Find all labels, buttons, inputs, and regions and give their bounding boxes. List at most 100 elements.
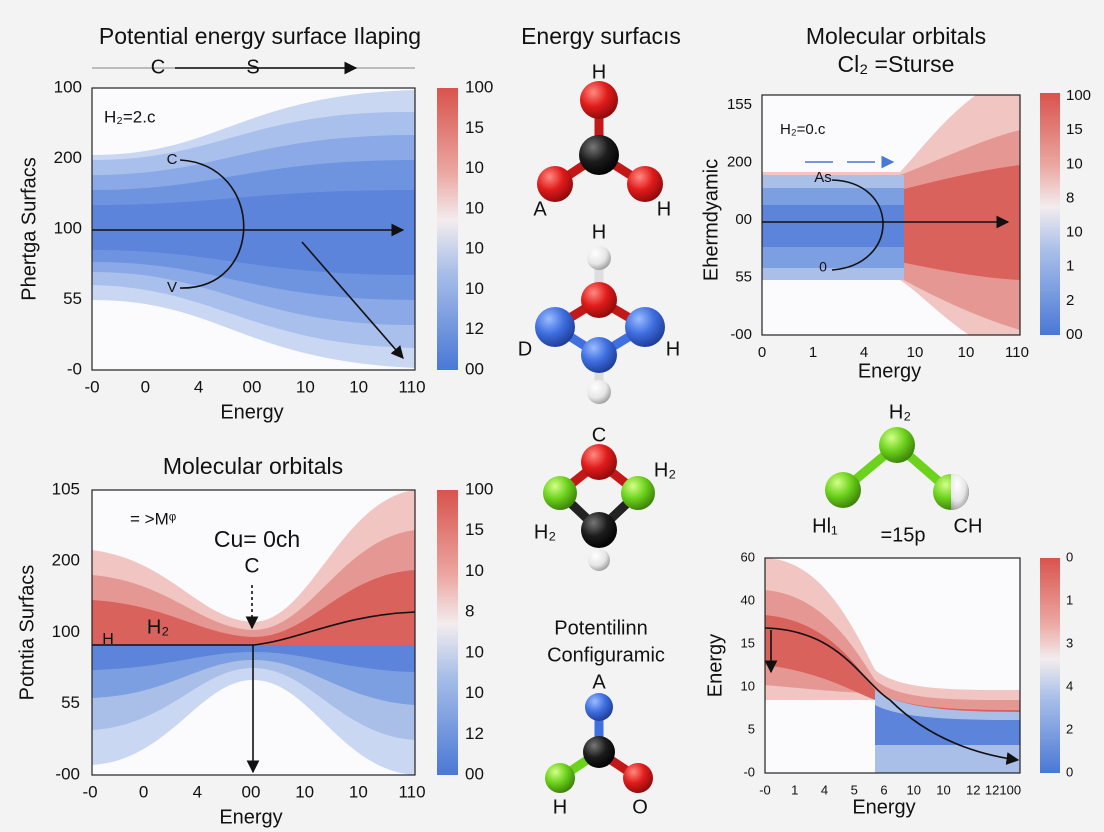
y-tick-label: 200 xyxy=(52,551,80,570)
atom-label: A xyxy=(592,671,606,693)
colorbar-tick-label: 00 xyxy=(465,764,484,783)
colorbar-tick-label: 15 xyxy=(465,118,484,137)
y-tick-label: 5 xyxy=(748,721,755,736)
molecule xyxy=(535,246,665,404)
x-tick-label: 10 xyxy=(349,782,368,801)
colorbar-tick-label: 10 xyxy=(465,561,484,580)
heading: Energy surfacıs xyxy=(521,23,681,49)
atom-label: H xyxy=(553,796,567,818)
panel-subtitle: Cl₂ =Sturse xyxy=(838,51,955,77)
annotation: H₂=0.c xyxy=(780,121,826,138)
x-axis-label: Energy xyxy=(858,360,921,382)
colorbar-tick-label: 10 xyxy=(465,279,484,298)
atom-label: H xyxy=(592,61,606,83)
colorbars xyxy=(437,88,1060,775)
colorbar-tick-label: 1 xyxy=(1066,592,1073,607)
annotation: H₂ xyxy=(147,616,169,638)
x-tick-label: 0 xyxy=(758,344,766,361)
colorbar-tick-label: 10 xyxy=(465,239,484,258)
y-tick-label: 100 xyxy=(52,622,80,641)
colorbar-tick-label: 10 xyxy=(1066,224,1083,241)
x-tick-label: 10 xyxy=(936,782,950,797)
annotation: C xyxy=(167,151,178,168)
surface-bands xyxy=(92,88,415,370)
arrow-label: C xyxy=(151,56,165,78)
colorbar-tick-label: 10 xyxy=(465,683,484,702)
y-tick-label: 40 xyxy=(741,592,755,607)
x-tick-label: -0 xyxy=(759,782,771,797)
atom-label: H xyxy=(592,221,606,243)
atom-label: C xyxy=(592,424,606,446)
caption: Configuramic xyxy=(547,644,665,666)
x-tick-label: 4 xyxy=(194,377,203,396)
atom-label: H xyxy=(666,338,680,360)
x-tick-label: -0 xyxy=(84,377,99,396)
x-tick-label: 4 xyxy=(860,344,868,361)
colorbar-tick-label: 2 xyxy=(1066,292,1074,309)
atom-label: H₂ xyxy=(889,401,911,423)
x-tick-label: 12 xyxy=(966,782,980,797)
atom-label: Hl₁ xyxy=(812,515,838,537)
y-tick-label: 55 xyxy=(61,693,80,712)
annotation: V xyxy=(167,279,177,296)
atom-label: =15p xyxy=(880,524,925,546)
colorbar-tick-label: 100 xyxy=(465,77,493,96)
x-axis-label: Energy xyxy=(219,806,282,828)
surface-bands xyxy=(762,95,1020,335)
colorbar-tick-label: 12 xyxy=(465,724,484,743)
annotation: Cu= 0ch xyxy=(214,526,300,552)
colorbar-tick-label: 0 xyxy=(1066,549,1073,564)
atom-label: H xyxy=(657,198,671,220)
x-tick-label: 4 xyxy=(821,782,828,797)
atom-label: O xyxy=(632,796,648,818)
colorbar-tick-label: 10 xyxy=(465,198,484,217)
annotation-arrows xyxy=(92,61,1020,774)
x-tick-label: 12100 xyxy=(985,782,1021,797)
colorbar-tick-label: 100 xyxy=(465,479,493,498)
colorbar-tick-label: 4 xyxy=(1066,678,1073,693)
x-tick-label: 10 xyxy=(296,377,315,396)
y-tick-label: 105 xyxy=(52,479,80,498)
y-tick-label: 15 xyxy=(741,635,755,650)
caption: Potentilinn xyxy=(554,617,647,639)
arrow-label: S xyxy=(246,56,259,78)
y-axis-label: Ehermdyamic xyxy=(700,159,722,281)
surface-bands xyxy=(92,490,415,775)
molecule xyxy=(543,444,655,571)
atom-label: CH xyxy=(954,515,983,537)
annotation: = >Mᵠ xyxy=(130,509,177,528)
y-axis-label: Potntia Surfacs xyxy=(16,565,38,701)
surface-bands xyxy=(765,558,1020,773)
x-tick-label: 10 xyxy=(295,782,314,801)
annotation: C xyxy=(244,555,259,578)
y-tick-label: -00 xyxy=(55,764,80,783)
panel-title: Molecular orbitals xyxy=(806,23,986,49)
colorbar-tick-label: 1 xyxy=(1066,258,1074,275)
colorbar-tick-label: 15 xyxy=(1066,121,1083,138)
y-tick-label: 55 xyxy=(735,268,752,285)
y-tick-label: -0 xyxy=(743,764,755,779)
x-axis-label: Energy xyxy=(220,401,283,423)
atom-label: H₂ xyxy=(654,459,676,481)
x-tick-label: 10 xyxy=(958,344,975,361)
molecule xyxy=(825,427,969,510)
annotation: 0 xyxy=(819,259,827,275)
x-tick-label: 110 xyxy=(398,782,425,801)
y-tick-label: 200 xyxy=(727,153,752,170)
x-tick-label: 1 xyxy=(791,782,798,797)
panel-title: Potential energy surface Ilaping xyxy=(99,23,421,49)
x-tick-label: -0 xyxy=(82,782,97,801)
colorbar-tick-label: 10 xyxy=(1066,155,1083,172)
panel-title: Molecular orbitals xyxy=(163,453,343,479)
x-tick-label: 10 xyxy=(907,344,924,361)
x-tick-label: 4 xyxy=(193,782,202,801)
colorbar-tick-label: 2 xyxy=(1066,721,1073,736)
y-tick-label: 100 xyxy=(54,218,82,237)
colorbar-tick-label: 8 xyxy=(465,602,474,621)
x-tick-label: 0 xyxy=(139,782,148,801)
annotation: H₂=2.c xyxy=(104,107,156,126)
y-tick-label: 155 xyxy=(727,96,752,113)
colorbar-tick-label: 15 xyxy=(465,520,484,539)
y-tick-label: 100 xyxy=(54,77,82,96)
annotation: As xyxy=(814,169,832,186)
